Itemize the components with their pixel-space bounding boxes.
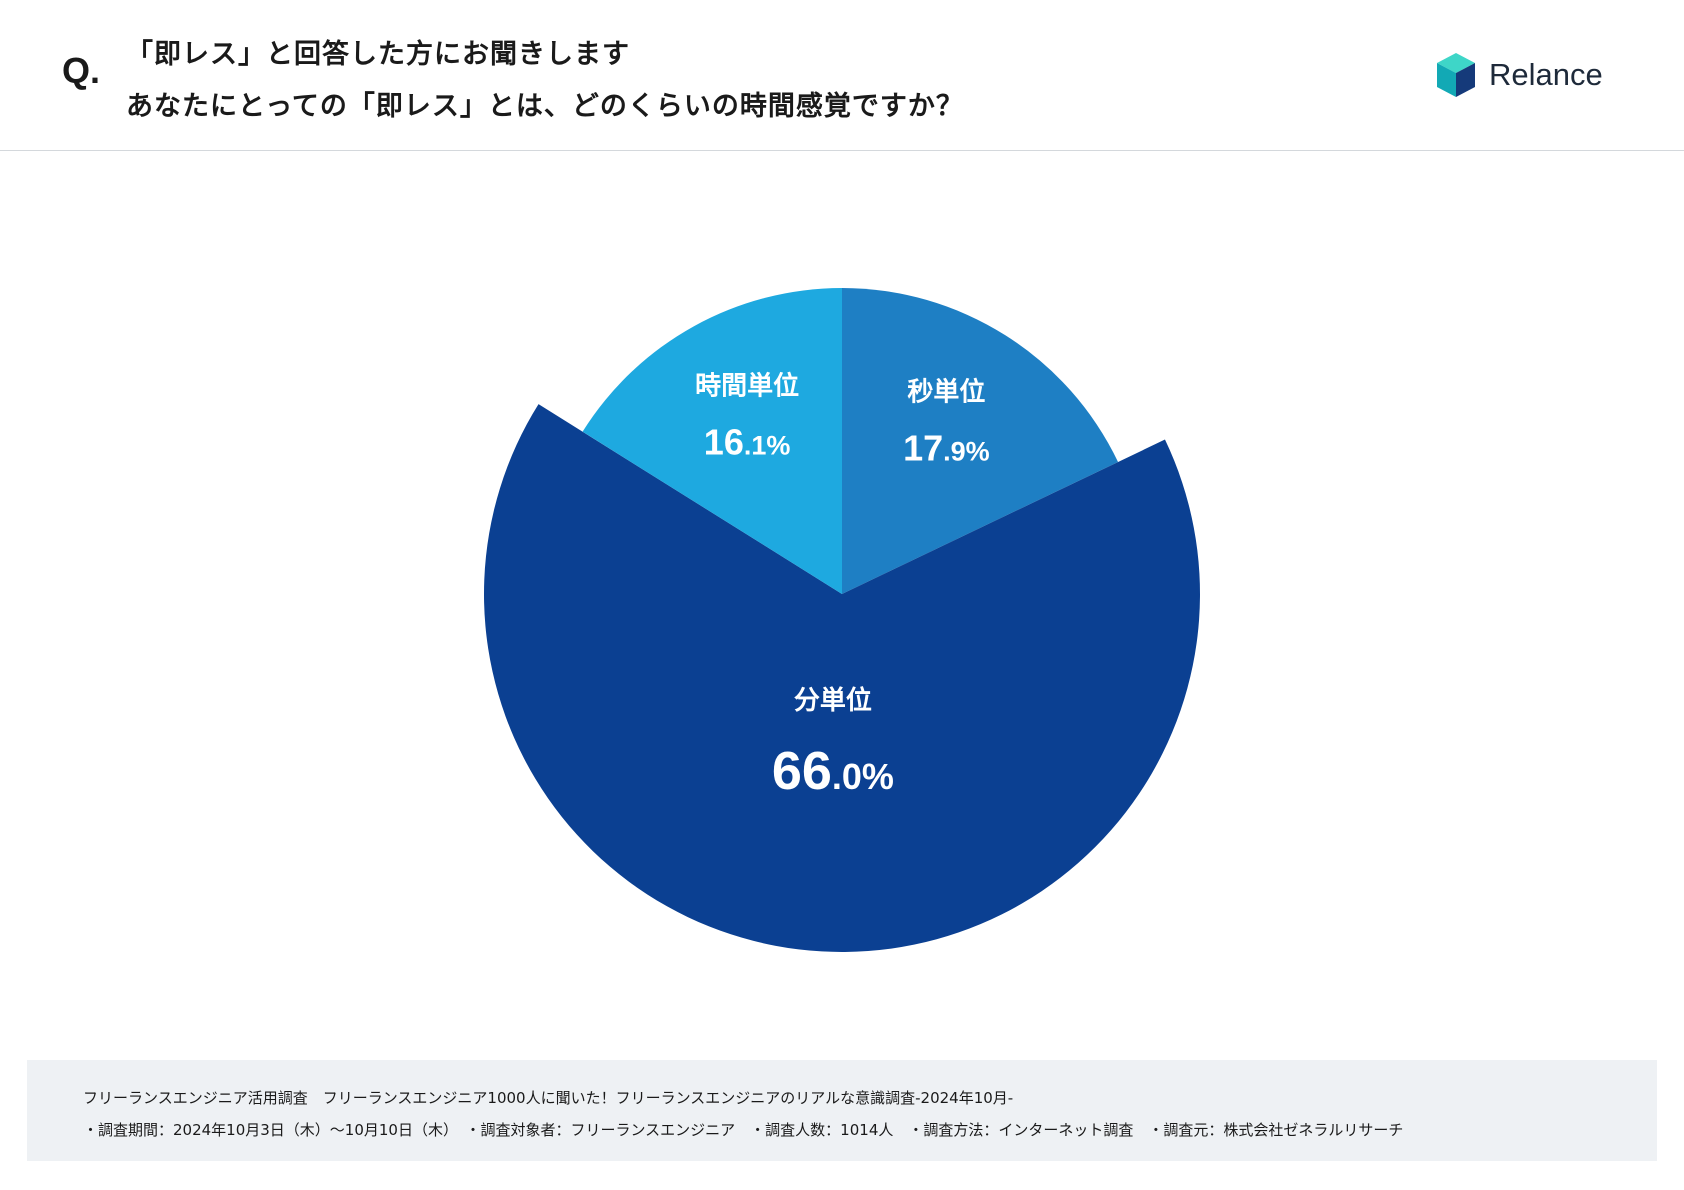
pie-slice (842, 288, 1119, 594)
logo-text: Relance (1489, 57, 1603, 92)
relance-logo: Relance (1435, 50, 1603, 100)
slice-label: 時間単位 (695, 371, 799, 402)
question-line-2: あなたにとっての「即レス」とは、どのくらいの時間感覚ですか？ (126, 91, 964, 122)
pie-slice (483, 404, 1200, 953)
slice-value-label: 16.1% (704, 422, 791, 463)
survey-details: ・調査期間：2024年10月3日（木）〜10月10日（木） ・調査対象者：フリー… (83, 1121, 1404, 1139)
survey-title: フリーランスエンジニア活用調査 フリーランスエンジニア1000人に聞いた！フリー… (83, 1089, 1014, 1107)
footer: フリーランスエンジニア活用調査 フリーランスエンジニア1000人に聞いた！フリー… (27, 1060, 1657, 1161)
question-line-1: 「即レス」と回答した方にお聞きします (126, 39, 630, 70)
question-mark: Q. (62, 50, 101, 91)
header: Q. 「即レス」と回答した方にお聞きします あなたにとっての「即レス」とは、どの… (0, 0, 1684, 151)
slice-value-label: 66.0% (772, 741, 894, 801)
slice-value-label: 17.9% (903, 427, 990, 468)
pie-chart: 秒単位 17.9% 分単位 66.0% 時間単位 16.1% (483, 288, 1200, 953)
slice-label: 分単位 (794, 685, 872, 716)
pie-slice (582, 288, 842, 594)
slice-label: 秒単位 (907, 376, 985, 407)
relance-cube-icon (1437, 53, 1475, 97)
